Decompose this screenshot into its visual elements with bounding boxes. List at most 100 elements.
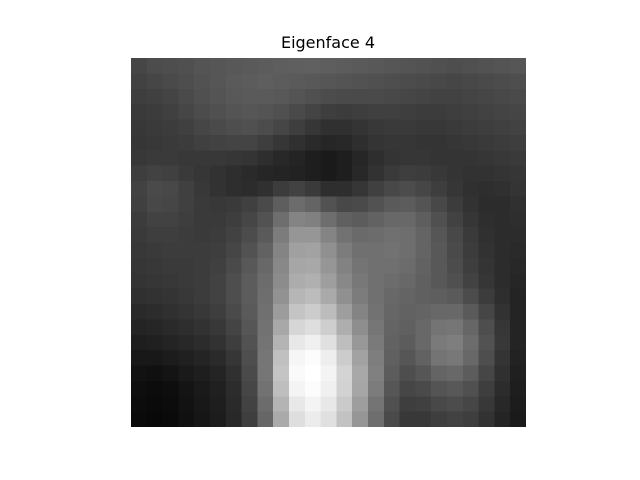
heatmap-cell: [399, 380, 416, 397]
heatmap-cell: [162, 119, 179, 136]
heatmap-cell: [478, 211, 495, 228]
heatmap-cell: [225, 211, 243, 228]
heatmap-cell: [289, 365, 306, 382]
heatmap-cell: [162, 273, 179, 290]
heatmap-cell: [399, 273, 416, 290]
heatmap-cell: [478, 88, 495, 105]
heatmap-cell: [510, 88, 526, 105]
heatmap-cell: [383, 304, 401, 320]
heatmap-cell: [162, 181, 179, 197]
heatmap-cell: [494, 227, 511, 244]
heatmap-cell: [494, 257, 511, 274]
heatmap-cell: [320, 104, 337, 121]
heatmap-cell: [368, 104, 385, 121]
heatmap-cell: [494, 181, 511, 197]
heatmap-cell: [162, 165, 179, 182]
heatmap-cell: [399, 88, 416, 105]
heatmap-cell: [241, 196, 258, 213]
heatmap-cell: [447, 257, 464, 274]
heatmap-cell: [447, 165, 464, 182]
heatmap-cell: [447, 150, 464, 167]
heatmap-cell: [194, 365, 211, 382]
heatmap-cell: [431, 350, 448, 367]
heatmap-cell: [210, 196, 227, 213]
heatmap-cell: [510, 73, 526, 90]
heatmap-cell: [462, 88, 480, 105]
heatmap-cell: [320, 365, 337, 382]
heatmap-cell: [368, 227, 385, 244]
heatmap-cell: [510, 165, 526, 182]
heatmap-cell: [178, 211, 195, 228]
heatmap-cell: [241, 380, 258, 397]
heatmap-cell: [494, 365, 511, 382]
heatmap-cell: [178, 242, 195, 259]
heatmap-cell: [162, 319, 179, 336]
heatmap-cell: [368, 257, 385, 274]
heatmap-cell: [352, 119, 369, 136]
heatmap-cell: [257, 411, 274, 427]
heatmap-cell: [257, 396, 274, 413]
heatmap-cell: [194, 227, 211, 244]
heatmap-cell: [210, 319, 227, 336]
heatmap-cell: [510, 104, 526, 121]
heatmap-cell: [273, 350, 290, 367]
heatmap-cell: [320, 165, 337, 182]
chart-title: Eigenface 4: [280, 33, 376, 52]
heatmap-cell: [304, 104, 322, 121]
heatmap-cell: [194, 150, 211, 167]
heatmap-cell: [194, 288, 211, 305]
heatmap-cell: [383, 150, 401, 167]
heatmap-cell: [462, 396, 480, 413]
heatmap-cell: [494, 396, 511, 413]
heatmap-cell: [478, 150, 495, 167]
heatmap-cell: [131, 304, 148, 320]
heatmap-cell: [146, 304, 164, 320]
heatmap-cell: [320, 58, 337, 74]
heatmap-cell: [415, 319, 432, 336]
heatmap-cell: [462, 273, 480, 290]
heatmap-cell: [336, 165, 353, 182]
heatmap-cell: [336, 304, 353, 320]
heatmap-cell: [478, 257, 495, 274]
heatmap-cell: [146, 58, 164, 74]
heatmap-cell: [210, 227, 227, 244]
heatmap-cell: [194, 88, 211, 105]
heatmap-cell: [462, 211, 480, 228]
heatmap-cell: [194, 319, 211, 336]
heatmap-cell: [336, 88, 353, 105]
heatmap-cell: [257, 350, 274, 367]
heatmap-cell: [241, 319, 258, 336]
heatmap-cell: [146, 88, 164, 105]
heatmap-cell: [194, 104, 211, 121]
heatmap-cell: [494, 134, 511, 151]
heatmap-cell: [304, 227, 322, 244]
heatmap-cell: [368, 165, 385, 182]
heatmap-cell: [431, 380, 448, 397]
heatmap-cell: [399, 181, 416, 197]
heatmap-cell: [494, 58, 511, 74]
heatmap-cell: [131, 227, 148, 244]
heatmap-cell: [162, 365, 179, 382]
heatmap-cell: [462, 288, 480, 305]
heatmap-cell: [304, 134, 322, 151]
heatmap-cell: [462, 365, 480, 382]
heatmap-cell: [257, 273, 274, 290]
heatmap-cell: [447, 134, 464, 151]
heatmap-cell: [162, 350, 179, 367]
heatmap-cell: [368, 288, 385, 305]
heatmap-cell: [368, 365, 385, 382]
heatmap-cell: [415, 88, 432, 105]
heatmap-cell: [225, 181, 243, 197]
heatmap-cell: [162, 104, 179, 121]
heatmap-cell: [131, 380, 148, 397]
heatmap-cell: [146, 134, 164, 151]
heatmap-cell: [320, 396, 337, 413]
heatmap-cell: [289, 181, 306, 197]
heatmap-cell: [462, 319, 480, 336]
heatmap-cell: [257, 257, 274, 274]
heatmap-cell: [146, 257, 164, 274]
heatmap-cell: [273, 211, 290, 228]
heatmap-cell: [146, 350, 164, 367]
heatmap-cell: [304, 319, 322, 336]
heatmap-cell: [510, 350, 526, 367]
